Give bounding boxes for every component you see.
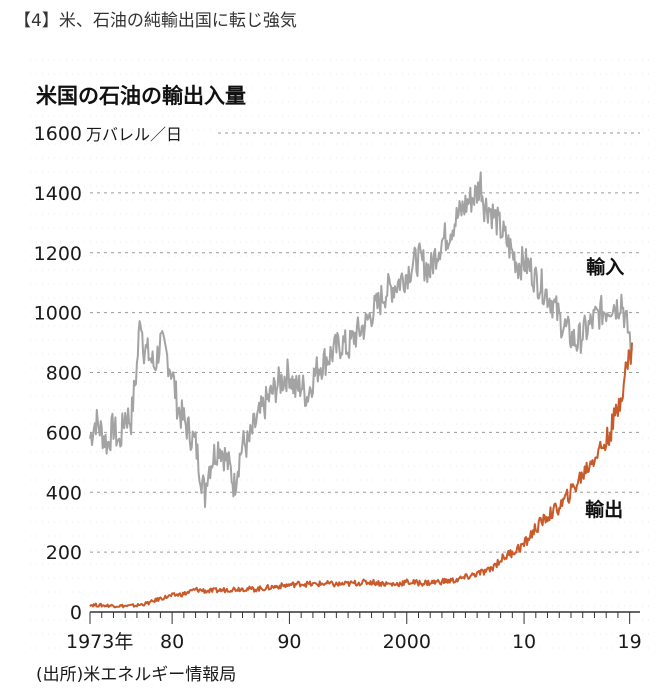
x-tick-label: 19 [618,631,642,653]
chart-title: 米国の石油の輸出入量 [36,84,246,108]
x-tick-label: 90 [277,631,301,653]
y-tick-label: 800 [46,363,82,385]
exports-label: 輸出 [585,498,623,521]
y-tick-label: 1200 [34,243,82,265]
page-heading: 【4】米、石油の純輸出国に転じ強気 [14,11,297,31]
grid-lines [90,132,640,553]
y-axis: 0 200 400 600 800 1000 1200 1400 1600 [34,123,82,624]
imports-label: 輸入 [586,256,624,279]
x-tick-label: 10 [512,631,536,653]
y-tick-label: 600 [46,422,82,444]
y-tick-label: 400 [46,482,82,504]
source-note: (出所)米エネルギー情報局 [36,665,236,685]
x-axis: 1973年 80 90 2000 10 19 [66,611,642,653]
y-tick-label: 1000 [34,303,82,325]
y-tick-label: 0 [70,602,82,624]
y-tick-label: 1600 [34,123,82,145]
y-tick-label: 200 [46,542,82,564]
unit-label: 万バレル／日 [86,125,182,144]
x-tick-label: 2000 [383,631,431,653]
imports-line [89,171,633,508]
x-tick-label: 1973年 [66,631,133,653]
y-tick-label: 1400 [34,183,82,205]
exports-line [89,342,633,609]
x-tick-label: 80 [160,631,184,653]
